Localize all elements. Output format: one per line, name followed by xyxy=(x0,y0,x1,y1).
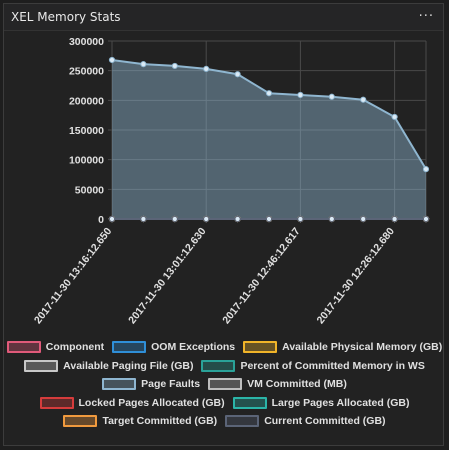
area xyxy=(112,59,426,220)
legend-item[interactable]: OOM Exceptions xyxy=(112,341,236,354)
legend-item[interactable]: Large Pages Allocated (GB) xyxy=(232,396,410,409)
legend-label: Large Pages Allocated (GB) xyxy=(271,396,410,409)
legend-item[interactable]: Current Committed (GB) xyxy=(225,415,386,428)
legend-label: Component xyxy=(45,341,105,354)
data-point xyxy=(234,215,241,223)
legend-swatch xyxy=(63,415,98,428)
legend-item[interactable]: Page Faults xyxy=(102,378,201,391)
legend-item[interactable]: Component xyxy=(6,341,105,354)
legend-row: Target Committed (GB) Current Committed (… xyxy=(0,412,449,431)
data-point xyxy=(422,215,430,223)
data-point xyxy=(108,56,116,64)
y-tick-label: 200000 xyxy=(69,95,104,107)
legend: Component OOM Exceptions Available Physica… xyxy=(0,338,449,431)
data-point xyxy=(108,215,116,223)
data-point xyxy=(265,90,273,97)
legend-label: OOM Exceptions xyxy=(151,341,236,354)
data-point xyxy=(203,65,210,72)
data-point xyxy=(297,91,304,99)
data-point xyxy=(265,215,273,223)
legend-label: Available Paging File (GB) xyxy=(63,359,194,372)
data-point xyxy=(140,61,147,68)
data-point xyxy=(328,215,335,223)
chart: 0 50000 100000 150000 200000 250000 300000 2017… xyxy=(32,36,430,326)
legend-item[interactable]: Target Committed (GB) xyxy=(63,415,218,428)
legend-label: Locked Pages Allocated (GB) xyxy=(78,396,225,409)
legend-item[interactable]: Available Physical Memory (GB) xyxy=(243,341,443,354)
y-tick-label: 300000 xyxy=(69,36,104,48)
legend-item[interactable]: Percent of Committed Memory in WS xyxy=(201,359,425,372)
legend-row: Page Faults VM Committed (MB) xyxy=(0,375,449,394)
legend-swatch xyxy=(201,359,236,372)
y-tick-label: 150000 xyxy=(69,125,104,137)
legend-label: VM Committed (MB) xyxy=(247,378,347,391)
legend-swatch xyxy=(39,396,74,409)
data-point xyxy=(140,215,147,223)
legend-swatch xyxy=(102,378,137,391)
legend-swatch xyxy=(112,341,147,354)
data-point xyxy=(171,62,178,70)
legend-swatch xyxy=(208,378,243,391)
legend-row: Component OOM Exceptions Available Physica… xyxy=(0,338,449,357)
data-point xyxy=(328,93,335,100)
data-point xyxy=(297,215,304,223)
data-point xyxy=(234,71,241,78)
legend-label: Target Committed (GB) xyxy=(102,415,218,428)
data-point xyxy=(171,215,178,223)
legend-item[interactable]: VM Committed (MB) xyxy=(208,378,347,391)
menu-button[interactable]: ··· xyxy=(418,9,434,24)
legend-swatch xyxy=(24,359,59,372)
data-point xyxy=(360,96,367,103)
legend-row: Available Paging File (GB) Percent of Com… xyxy=(0,357,449,376)
data-point xyxy=(391,113,398,121)
legend-label: Page Faults xyxy=(141,378,201,391)
x-tick-label: 2017-11-30 13:16:12.650 xyxy=(32,225,115,326)
legend-swatch xyxy=(225,415,260,428)
legend-item[interactable]: Available Paging File (GB) xyxy=(24,359,194,372)
widget: XEL Memory Stats ··· xyxy=(3,3,444,446)
data-point xyxy=(391,215,398,223)
y-tick-label: 250000 xyxy=(69,66,104,78)
legend-label: Current Committed (GB) xyxy=(264,415,386,428)
y-tick-label: 100000 xyxy=(69,155,104,167)
data-point xyxy=(360,215,367,223)
data-point xyxy=(203,215,210,223)
x-tick-label: 2017-11-30 13:01:12.630 xyxy=(126,225,209,326)
legend-item[interactable]: Locked Pages Allocated (GB) xyxy=(39,396,225,409)
y-tick-label: 50000 xyxy=(75,184,104,196)
legend-label: Percent of Committed Memory in WS xyxy=(240,359,425,372)
title-bar: XEL Memory Stats ··· xyxy=(4,4,443,31)
y-tick-label: 0 xyxy=(98,214,104,226)
x-tick-label: 2017-11-30 12:46:12.617 xyxy=(220,225,303,326)
data-point xyxy=(422,166,430,173)
legend-swatch xyxy=(232,396,267,409)
widget-title: XEL Memory Stats xyxy=(11,10,121,24)
legend-label: Available Physical Memory (GB) xyxy=(282,341,443,354)
legend-swatch xyxy=(6,341,41,354)
legend-swatch xyxy=(243,341,278,354)
legend-row: Locked Pages Allocated (GB) Large Pages A… xyxy=(0,394,449,413)
x-tick-label: 2017-11-30 12:26:12.680 xyxy=(315,225,398,326)
